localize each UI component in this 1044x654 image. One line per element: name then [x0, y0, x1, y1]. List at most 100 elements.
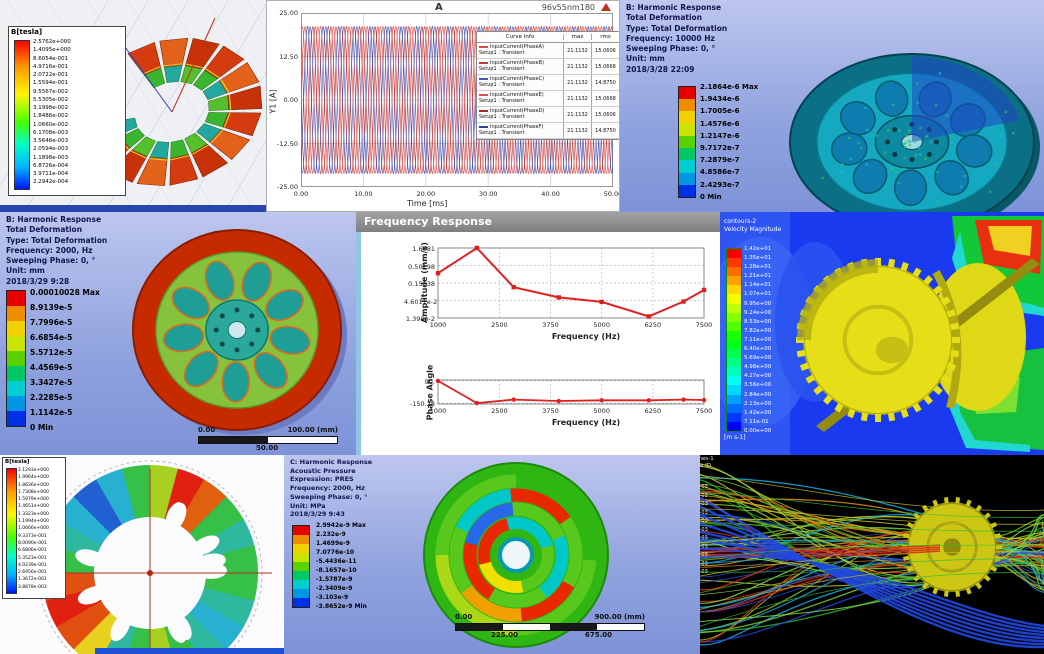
- list-item: 6.6854e-5: [30, 333, 73, 342]
- curve-info-row: InputCurrent(PhaseD) Setup1 : Transient 21…: [477, 107, 619, 123]
- list-item: 2.1864e-6 Max: [700, 83, 759, 91]
- axis-tick: 7500: [695, 407, 713, 415]
- list-item: 6.6806e-001: [18, 548, 47, 554]
- taskbar-fragment: [95, 648, 284, 654]
- legend-title: B[tesla]: [11, 28, 43, 36]
- list-item: 1.8636e+000: [18, 482, 49, 488]
- axis-tick: -150.28: [409, 400, 435, 409]
- axis-tick: 3750: [542, 321, 559, 329]
- list-item: -8.1657e-10: [316, 567, 357, 574]
- list-item: 3.94e+03: [700, 509, 708, 516]
- ruler-label: 225.00: [491, 631, 519, 639]
- panel-cfd-pathlines: pathlines-1Particle ID 4.64e+034.41e+034…: [700, 455, 1044, 654]
- list-item: 2.0722e-001: [33, 72, 69, 78]
- list-item: 1.3672e-001: [18, 577, 47, 583]
- axis-tick: 4.6011e-2: [404, 297, 438, 306]
- list-item: 4.27e+00: [744, 373, 772, 380]
- list-item: 3.8878e-003: [18, 584, 47, 590]
- list-item: pathlines-1: [700, 456, 714, 462]
- ruler-label: 900.00 (mm): [594, 613, 645, 621]
- chart-title: A: [435, 2, 443, 13]
- list-item: Type: Total Deformation: [6, 235, 108, 245]
- list-item: 2.5762e+000: [33, 39, 71, 45]
- list-item: 9.95e+00: [744, 300, 772, 307]
- acoustic-disc-view: [423, 462, 609, 648]
- panel-phase-current-chart: A 96v55nm180 Y1 [A] Time [ms] Curve Info…: [266, 0, 620, 212]
- list-item: Sweeping Phase: 0, °: [6, 256, 96, 266]
- list-item: 3.71e+03: [700, 518, 708, 524]
- axis-tick: 5000: [593, 321, 610, 329]
- list-item: Sweeping Phase: 0, °: [626, 44, 716, 54]
- list-item: Total Deformation: [626, 13, 703, 23]
- list-item: 1.7308e+000: [18, 489, 49, 495]
- list-item: C: Harmonic Response: [290, 458, 373, 466]
- list-item: 7.7996e-5: [30, 318, 73, 327]
- list-item: 4.98e+00: [744, 364, 772, 371]
- list-item: 4.8586e-7: [700, 168, 740, 177]
- list-item: Frequency: 2000, Hz: [290, 484, 365, 493]
- panel-cfd-velocity: contours-2 Velocity Magnitude 1.42e+01 1.3…: [720, 212, 1044, 455]
- axis-tick: -12.50: [277, 139, 298, 148]
- list-item: B: Harmonic Response: [6, 215, 102, 224]
- list-item: 9.3373e-001: [18, 533, 47, 539]
- axis-tick: 1.390e-2: [405, 315, 435, 323]
- panel-harmonic-10000hz: B: Harmonic Response Total Deformation Typ…: [620, 0, 1044, 212]
- list-item: 6.8726e-004: [33, 162, 69, 169]
- list-item: 5.5712e-5: [30, 348, 73, 357]
- list-item: -1.5787e-9: [316, 576, 353, 583]
- list-item: 1.1898e-003: [33, 154, 69, 161]
- colorbar: [6, 290, 26, 427]
- list-item: 1.4651e+000: [18, 504, 49, 510]
- list-item: 1.9434e-6: [700, 95, 740, 104]
- list-item: Total Deformation: [6, 225, 83, 235]
- scale-ruler: 0.00 100.00 (mm) 50.00: [198, 426, 338, 452]
- list-item: 3.1998e-002: [33, 105, 69, 111]
- axis-tick: 0.00: [283, 96, 298, 104]
- field-legend: B[tesla] 2.5762e+000 1.4095e+000 8.6054e-0…: [8, 26, 126, 196]
- list-item: 1.3323e+000: [18, 511, 49, 517]
- list-item: 1.0660e-002: [33, 121, 69, 128]
- window-edge: [356, 232, 361, 455]
- x-axis-label: Time [ms]: [407, 199, 448, 208]
- list-item: 5.69e+00: [744, 355, 772, 362]
- list-item: 2.4293e-7: [700, 180, 740, 189]
- curve-info-table: Curve Info max rms InputCurrent(PhaseA) Setu…: [476, 31, 619, 140]
- list-item: Frequency: 10000 Hz: [626, 33, 715, 43]
- list-item: -2.3409e-9: [316, 585, 353, 592]
- axis-tick: 10.00: [354, 190, 373, 198]
- axis-tick: 0.00: [293, 190, 309, 198]
- list-item: 4.4569e-5: [30, 363, 73, 372]
- axis-tick: 50.00: [603, 190, 619, 198]
- list-item: 2018/3/29 9:28: [6, 276, 70, 286]
- axis-tick: 12.50: [279, 52, 298, 61]
- list-item: 3.5646e-003: [33, 138, 69, 144]
- ruler-label: 0.00: [198, 426, 216, 434]
- legend-title: B[tesla]: [5, 459, 30, 465]
- list-item: 2.9942e-9 Max: [316, 522, 366, 529]
- list-item: B: Harmonic Response: [626, 3, 722, 12]
- list-item: 9.5567e-002: [33, 88, 69, 95]
- list-item: Type: Total Deformation: [626, 23, 728, 33]
- pin-icon: [601, 3, 611, 11]
- list-item: 4.64e+03: [700, 484, 708, 490]
- axis-tick: 6250: [644, 407, 662, 415]
- list-item: 7.11e-01: [744, 418, 769, 425]
- axis-tick: 1000: [429, 321, 447, 329]
- flywheel-3d-view: [789, 53, 1040, 212]
- list-item: contours-2: [724, 218, 757, 225]
- list-item: 2.0594e-003: [33, 146, 69, 153]
- window-titlebar[interactable]: Frequency Response: [356, 212, 720, 232]
- cfd-unit-label: [m s-1]: [724, 434, 746, 441]
- list-item: Unit: mm: [6, 266, 45, 276]
- list-item: 1.8486e-002: [33, 113, 69, 120]
- list-item: 6.1708e-003: [33, 129, 69, 136]
- list-item: 3.02e+03: [700, 543, 708, 550]
- list-item: 1.2147e-6: [700, 131, 740, 140]
- legend-values: 0.00010028 Max 8.9139e-5 7.7996e-5 6.6854e-…: [30, 285, 100, 435]
- list-item: 2.55e+03: [700, 560, 708, 567]
- list-item: 1.1994e+000: [18, 519, 49, 525]
- list-item: 2018/3/28 22:09: [626, 64, 695, 74]
- list-item: 1.14e+01: [744, 282, 772, 289]
- list-item: 2.13e+00: [744, 400, 772, 407]
- axis-tick: 6250: [644, 321, 662, 329]
